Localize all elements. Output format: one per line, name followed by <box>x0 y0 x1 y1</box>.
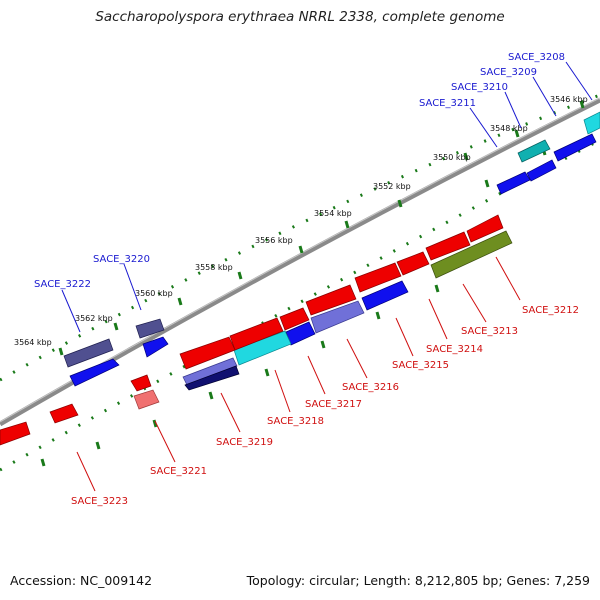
gene-label-sace-3216[interactable]: SACE_3216 <box>342 382 399 393</box>
gene-sace-3221b[interactable] <box>133 389 160 410</box>
tick-label: 3554 kbp <box>314 209 352 218</box>
gene-sace-3219b[interactable] <box>182 357 238 386</box>
gene-sace-3208[interactable] <box>583 111 600 135</box>
gene-label-sace-3223[interactable]: SACE_3223 <box>71 496 128 507</box>
tick-label: 3552 kbp <box>373 182 411 191</box>
gene-sace-3219c[interactable] <box>184 365 240 391</box>
reverse-gene-labels: SACE_3212 SACE_3213 SACE_3214 SACE_3215 … <box>71 305 579 507</box>
gene-label-sace-3214[interactable]: SACE_3214 <box>426 344 483 355</box>
gene-sace-3218[interactable] <box>233 330 292 366</box>
gene-label-sace-3217[interactable]: SACE_3217 <box>305 399 362 410</box>
gene-label-sace-3215[interactable]: SACE_3215 <box>392 360 449 371</box>
gene-sace-3221a[interactable] <box>130 374 152 392</box>
gene-sace-3223a[interactable] <box>49 403 79 424</box>
gene-sace-3211a[interactable] <box>526 159 557 182</box>
gene-sace-3213[interactable] <box>466 214 504 243</box>
map-title: Saccharopolyspora erythraea NRRL 2338, c… <box>95 9 505 25</box>
gene-sace-3223b[interactable] <box>0 421 31 446</box>
genome-summary-text: Topology: circular; Length: 8,212,805 bp… <box>246 573 590 588</box>
tick-label: 3550 kbp <box>433 153 471 162</box>
gene-sace-3215a[interactable] <box>396 251 430 276</box>
gene-label-sace-3208[interactable]: SACE_3208 <box>508 52 565 63</box>
gene-sace-3210[interactable] <box>517 139 551 163</box>
gene-sace-3216[interactable] <box>310 300 365 334</box>
gene-label-sace-3211[interactable]: SACE_3211 <box>419 98 476 109</box>
gene-sace-3212[interactable] <box>430 230 513 279</box>
gene-sace-3220a[interactable] <box>135 318 165 339</box>
gene-sace-3218b[interactable] <box>229 317 284 351</box>
tick-labels: 3546 kbp 3548 kbp 3550 kbp 3552 kbp 3554… <box>14 95 588 347</box>
tick-label: 3556 kbp <box>255 236 293 245</box>
accession-text: Accession: NC_009142 <box>10 573 153 588</box>
tick-label: 3558 kbp <box>195 263 233 272</box>
gene-label-sace-3210[interactable]: SACE_3210 <box>451 82 508 93</box>
gene-sace-3209[interactable] <box>553 133 597 162</box>
tick-label: 3562 kbp <box>75 314 113 323</box>
tick-label: 3564 kbp <box>14 338 52 347</box>
gene-sace-3222b[interactable] <box>69 358 120 387</box>
gene-sace-3216b[interactable] <box>305 284 357 316</box>
gene-label-sace-3219[interactable]: SACE_3219 <box>216 437 273 448</box>
gene-label-sace-3209[interactable]: SACE_3209 <box>480 67 537 78</box>
gene-sace-3214[interactable] <box>425 231 471 261</box>
gene-sace-3215b[interactable] <box>354 262 402 293</box>
gene-label-sace-3212[interactable]: SACE_3212 <box>522 305 579 316</box>
forward-gene-labels: SACE_3208 SACE_3209 SACE_3210 SACE_3211 … <box>34 52 565 290</box>
forward-leader-lines <box>61 61 593 333</box>
gene-sace-3211b[interactable] <box>496 171 531 195</box>
tick-label: 3548 kbp <box>490 124 528 133</box>
gene-sace-3219a[interactable] <box>179 336 236 370</box>
gene-sace-3217b[interactable] <box>279 307 310 331</box>
gene-label-sace-3220[interactable]: SACE_3220 <box>93 254 150 265</box>
tick-label: 3546 kbp <box>550 95 588 104</box>
gene-label-sace-3218[interactable]: SACE_3218 <box>267 416 324 427</box>
gene-sace-3215c[interactable] <box>361 280 409 311</box>
gene-label-sace-3213[interactable]: SACE_3213 <box>461 326 518 337</box>
reverse-leader-lines <box>76 256 521 492</box>
gene-sace-3220b[interactable] <box>142 336 169 358</box>
tick-label: 3560 kbp <box>135 289 173 298</box>
major-ticks <box>40 100 585 467</box>
gene-label-sace-3222[interactable]: SACE_3222 <box>34 279 91 290</box>
gene-label-sace-3221[interactable]: SACE_3221 <box>150 466 207 477</box>
forward-genes <box>63 111 600 387</box>
gene-sace-3222a[interactable] <box>63 338 114 368</box>
reverse-genes <box>0 214 513 446</box>
